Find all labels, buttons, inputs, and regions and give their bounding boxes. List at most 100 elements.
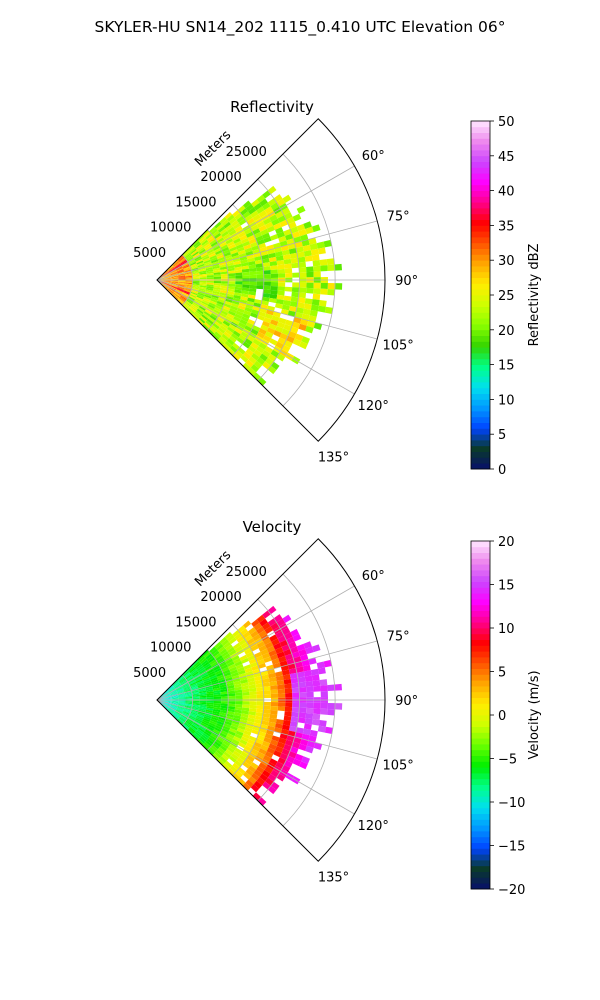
field-cell — [275, 255, 284, 262]
field-cell — [206, 702, 214, 705]
field-cell — [264, 221, 274, 229]
field-cell — [291, 231, 301, 239]
field-cell — [236, 727, 245, 734]
field-cell — [205, 287, 214, 291]
field-cell — [198, 737, 206, 744]
field-cell — [192, 704, 200, 707]
colorbar-segment — [471, 150, 490, 157]
field-cell — [170, 272, 178, 276]
field-cell — [212, 292, 220, 297]
colorbar-segment — [471, 691, 490, 698]
field-cell — [273, 222, 282, 230]
field-cell — [175, 709, 183, 714]
field-cell — [220, 707, 228, 712]
field-cell — [225, 315, 234, 322]
field-cell — [171, 278, 179, 280]
field-cell — [167, 685, 174, 691]
field-cell — [214, 641, 222, 649]
field-cell — [238, 754, 247, 762]
field-cell — [167, 288, 174, 295]
field-cell — [212, 712, 220, 717]
field-cell — [271, 218, 280, 226]
field-cell — [171, 281, 179, 283]
field-cell — [203, 731, 211, 737]
field-cell — [318, 719, 327, 727]
field-cell — [261, 258, 270, 264]
field-cell — [206, 277, 214, 280]
field-cell — [234, 313, 243, 320]
field-cell — [171, 698, 179, 700]
field-cell — [227, 226, 235, 234]
field-cell — [171, 697, 179, 699]
field-cell — [262, 622, 271, 631]
field-cell — [212, 230, 220, 238]
field-cell — [194, 662, 202, 669]
field-cell — [327, 702, 336, 710]
field-cell — [162, 271, 169, 276]
field-cell — [234, 269, 243, 274]
colorbar-segment — [471, 451, 490, 458]
field-cell — [192, 252, 200, 258]
colorbar-segment — [471, 709, 490, 716]
colorbar-segment — [471, 213, 490, 220]
field-cell — [255, 712, 264, 717]
field-cell — [213, 276, 222, 280]
field-cell — [241, 688, 250, 693]
field-cell — [227, 768, 236, 776]
field-cell — [320, 685, 328, 692]
field-cell — [187, 309, 194, 316]
field-cell — [174, 263, 181, 269]
field-cell — [194, 255, 202, 261]
field-cell — [234, 747, 243, 755]
field-cell — [290, 296, 299, 303]
field-cell — [291, 682, 299, 689]
field-cell — [228, 663, 236, 670]
field-cell — [228, 730, 236, 737]
field-cell — [201, 721, 209, 726]
field-cell — [207, 328, 215, 336]
field-cell — [205, 267, 213, 271]
field-cell — [317, 667, 326, 675]
field-cell — [285, 653, 294, 661]
field-cell — [192, 723, 199, 729]
field-cell — [238, 672, 247, 678]
field-cell — [242, 275, 250, 279]
field-cell — [306, 320, 316, 328]
field-cell — [243, 351, 252, 360]
field-cell — [221, 696, 229, 699]
field-cell — [190, 266, 198, 270]
field-cell — [251, 665, 260, 671]
field-cell — [270, 349, 280, 358]
field-cell — [230, 305, 238, 311]
field-cell — [305, 745, 314, 754]
field-cell — [198, 270, 207, 274]
colorbar-segment — [471, 825, 490, 832]
field-cell — [262, 293, 271, 298]
field-cell — [210, 679, 219, 684]
field-cell — [205, 689, 214, 693]
field-cell — [192, 693, 200, 696]
field-cell — [283, 228, 292, 236]
field-cell — [298, 323, 307, 332]
colorbar-segment — [471, 376, 490, 383]
field-cell — [218, 716, 226, 721]
field-cell — [180, 259, 187, 265]
field-cell — [244, 325, 253, 332]
field-cell — [222, 669, 231, 675]
field-cell — [222, 320, 231, 327]
field-cell — [199, 702, 207, 705]
field-cell — [216, 316, 225, 323]
colorbar-segment — [471, 639, 490, 646]
field-cell — [327, 708, 335, 716]
field-cell — [211, 681, 219, 686]
field-cell — [279, 752, 289, 761]
field-cell — [319, 679, 328, 686]
field-cell — [269, 293, 278, 299]
field-cell — [213, 245, 221, 251]
field-cell — [252, 745, 261, 752]
field-cell — [313, 702, 321, 709]
field-cell — [271, 658, 280, 665]
field-cell — [283, 632, 293, 640]
theta-tick-label: 135° — [318, 871, 349, 886]
field-cell — [162, 704, 169, 709]
